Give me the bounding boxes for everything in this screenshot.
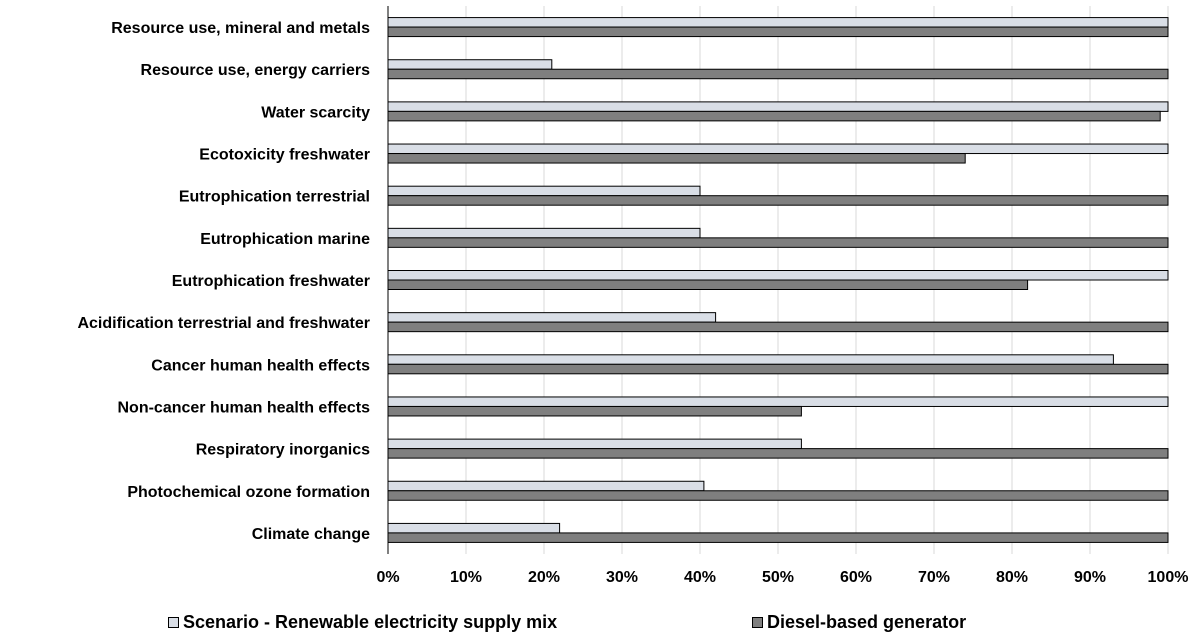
category-label: Photochemical ozone formation bbox=[127, 484, 370, 501]
category-label: Eutrophication marine bbox=[200, 231, 370, 248]
bar-diesel bbox=[387, 363, 1169, 375]
x-tick-label: 10% bbox=[450, 569, 482, 586]
bar-diesel bbox=[387, 321, 1169, 333]
bar-renewable bbox=[387, 270, 1169, 281]
legend: Scenario - Renewable electricity supply … bbox=[0, 612, 1204, 636]
bar-diesel bbox=[387, 405, 802, 417]
bar-renewable bbox=[387, 354, 1114, 365]
bar-diesel bbox=[387, 490, 1169, 501]
bar-diesel bbox=[387, 237, 1169, 248]
x-tick-label: 100% bbox=[1148, 569, 1189, 586]
legend-item-diesel: Diesel-based generator bbox=[752, 612, 966, 633]
category-label: Climate change bbox=[252, 526, 370, 543]
bar-renewable bbox=[387, 17, 1169, 28]
bar-renewable bbox=[387, 396, 1169, 407]
category-label: Eutrophication freshwater bbox=[172, 273, 370, 290]
category-label: Ecotoxicity freshwater bbox=[199, 147, 370, 164]
x-tick-label: 0% bbox=[376, 569, 399, 586]
category-label: Water scarcity bbox=[261, 104, 370, 121]
bar-renewable bbox=[387, 101, 1169, 112]
x-tick-label: 80% bbox=[996, 569, 1028, 586]
category-label: Eutrophication terrestrial bbox=[179, 189, 370, 206]
category-label: Resource use, energy carriers bbox=[141, 62, 371, 79]
x-tick-label: 90% bbox=[1074, 569, 1106, 586]
bar-diesel bbox=[387, 532, 1169, 543]
bar-renewable bbox=[387, 480, 705, 492]
x-tick-label: 60% bbox=[840, 569, 872, 586]
bar-diesel bbox=[387, 153, 966, 164]
legend-item-renewable: Scenario - Renewable electricity supply … bbox=[168, 612, 557, 633]
bar-diesel bbox=[387, 195, 1169, 206]
bar-renewable bbox=[387, 185, 701, 197]
bar-renewable bbox=[387, 312, 717, 323]
category-label: Resource use, mineral and metals bbox=[111, 20, 370, 37]
bar-diesel bbox=[387, 448, 1169, 459]
bar-renewable bbox=[387, 438, 802, 450]
legend-swatch-renewable bbox=[168, 617, 179, 628]
x-tick-label: 30% bbox=[606, 569, 638, 586]
legend-label-renewable: Scenario - Renewable electricity supply … bbox=[183, 612, 558, 632]
category-label: Respiratory inorganics bbox=[196, 442, 370, 459]
bar-diesel bbox=[387, 26, 1169, 38]
category-label: Acidification terrestrial and freshwater bbox=[77, 315, 370, 332]
bar-diesel bbox=[387, 110, 1161, 122]
legend-swatch-diesel bbox=[752, 617, 763, 628]
x-tick-label: 20% bbox=[528, 569, 560, 586]
bar-diesel bbox=[387, 68, 1169, 80]
category-label: Non-cancer human health effects bbox=[118, 399, 371, 416]
x-tick-label: 40% bbox=[684, 569, 716, 586]
x-tick-label: 50% bbox=[762, 569, 794, 586]
bar-renewable bbox=[387, 59, 553, 70]
bar-renewable bbox=[387, 227, 701, 239]
bar-renewable bbox=[387, 143, 1169, 155]
category-label: Cancer human health effects bbox=[151, 357, 370, 374]
bar-diesel bbox=[387, 279, 1029, 290]
x-tick-label: 70% bbox=[918, 569, 950, 586]
bar-renewable bbox=[387, 522, 561, 534]
legend-label-diesel: Diesel-based generator bbox=[767, 612, 967, 632]
bar-chart: 0% 10% 20% 30% 40% 50% 60% 70% 80% 90% 100% Resourc… bbox=[77, 6, 1189, 586]
